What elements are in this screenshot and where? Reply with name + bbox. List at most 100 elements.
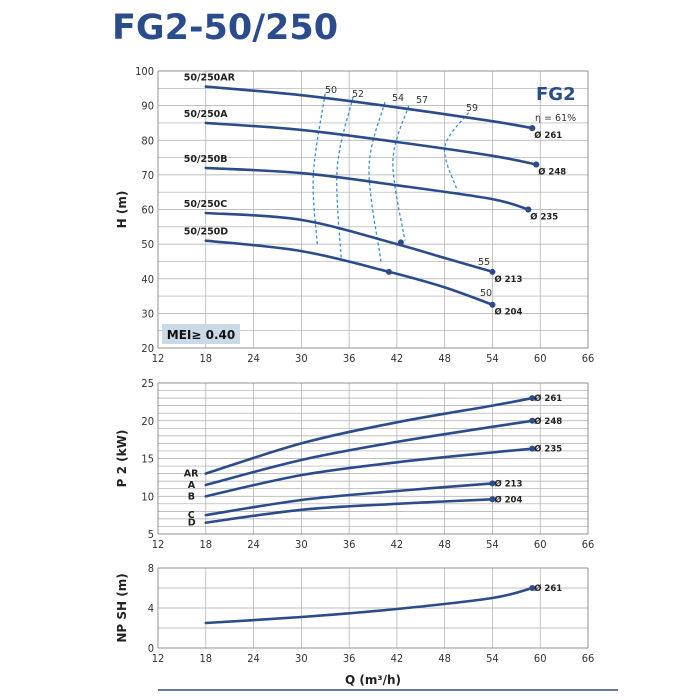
mei-badge-bg (162, 324, 240, 344)
x-tick-label: 24 (247, 538, 260, 551)
series-label: 50/250B (184, 154, 228, 165)
efficiency-label: η = 61% (535, 113, 576, 124)
x-tick-label: 42 (391, 352, 404, 365)
curve-end-marker (529, 417, 536, 424)
x-tick-label: 30 (295, 538, 308, 551)
diameter-label: Ø 235 (530, 212, 558, 223)
x-tick-label: 18 (199, 652, 212, 665)
y-tick-label: 70 (141, 169, 154, 182)
x-tick-label: 12 (152, 652, 165, 665)
y-tick-label: 100 (135, 65, 154, 78)
x-tick-label: 30 (295, 352, 308, 365)
series-label: 50/250AR (184, 73, 236, 84)
operating-point-marker (397, 239, 404, 246)
efficiency-label: 57 (416, 95, 428, 106)
x-tick-label: 12 (152, 352, 165, 365)
y-tick-label: 20 (141, 415, 154, 428)
series-curve (204, 498, 494, 524)
y-tick-label: 30 (141, 307, 154, 320)
x-tick-label: 12 (152, 538, 165, 551)
y-axis-label: P 2 (kW) (115, 430, 129, 488)
series-label: 50/250C (184, 199, 228, 210)
series-curve (204, 396, 534, 475)
curve-end-marker (529, 585, 536, 591)
series-curve (204, 85, 534, 130)
series-label: AR (184, 469, 199, 480)
series-curve (204, 419, 534, 487)
plot-frame (157, 567, 589, 649)
x-tick-label: 60 (534, 538, 547, 551)
y-axis-label: H (m) (115, 191, 129, 229)
x-tick-label: 60 (534, 352, 547, 365)
efficiency-label: 50 (325, 85, 337, 96)
series-curve (204, 211, 494, 274)
diameter-label: Ø 261 (534, 130, 562, 141)
x-tick-label: 66 (582, 652, 595, 665)
x-tick-label: 54 (486, 538, 499, 551)
x-tick-label: 36 (343, 652, 356, 665)
x-tick-label: 60 (534, 652, 547, 665)
diameter-label: Ø 261 (534, 393, 562, 404)
operating-point-marker (529, 125, 536, 132)
y-tick-label: 60 (141, 204, 154, 217)
efficiency-label: 50 (480, 288, 492, 299)
diameter-label: Ø 204 (494, 307, 522, 318)
x-tick-label: 66 (582, 352, 595, 365)
series-label: A (188, 480, 196, 491)
x-tick-label: 36 (343, 352, 356, 365)
y-tick-label: 10 (141, 490, 154, 503)
curve-end-marker (529, 445, 536, 452)
plot-frame (157, 70, 589, 349)
series-curve (204, 482, 494, 517)
y-tick-label: 25 (141, 377, 154, 390)
x-tick-label: 48 (438, 352, 451, 365)
efficiency-label: 55 (478, 257, 490, 268)
x-tick-label: 48 (438, 538, 451, 551)
y-tick-label: 15 (141, 453, 154, 466)
y-tick-label: 0 (148, 642, 154, 655)
diameter-label: Ø 248 (538, 166, 566, 177)
series-label: D (188, 518, 196, 529)
series-label: 50/250D (184, 227, 229, 238)
diameter-label: Ø 261 (534, 583, 562, 594)
y-tick-label: 90 (141, 100, 154, 113)
diameter-label: Ø 248 (534, 416, 562, 427)
diameter-label: Ø 213 (494, 478, 522, 489)
curve-end-marker (489, 268, 496, 275)
efficiency-label: 59 (466, 103, 478, 114)
y-tick-label: 4 (148, 602, 154, 615)
page-title: FG2-50/250 (112, 8, 339, 48)
series-label: 50/250A (184, 109, 229, 120)
series-label: B (188, 491, 195, 502)
curve-end-marker (529, 395, 536, 402)
plot-frame (157, 382, 589, 535)
series-family-label: FG2 (536, 84, 576, 105)
y-tick-label: 80 (141, 134, 154, 147)
x-tick-label: 42 (391, 652, 404, 665)
diameter-label: Ø 213 (494, 274, 522, 285)
operating-point-marker (525, 206, 532, 213)
series-curve (204, 166, 530, 211)
x-tick-label: 24 (247, 352, 260, 365)
x-tick-label: 30 (295, 652, 308, 665)
x-tick-label: 18 (199, 352, 212, 365)
diameter-label: Ø 204 (494, 494, 522, 505)
efficiency-label: 52 (352, 89, 364, 100)
efficiency-contour (392, 105, 410, 241)
x-tick-label: 42 (391, 538, 404, 551)
x-tick-label: 54 (486, 352, 499, 365)
operating-point-marker (385, 268, 392, 275)
x-tick-label: 66 (582, 538, 595, 551)
curve-end-marker (489, 301, 496, 308)
y-tick-label: 50 (141, 238, 154, 251)
efficiency-contour (336, 96, 354, 259)
x-tick-label: 24 (247, 652, 260, 665)
y-tick-label: 20 (141, 342, 154, 355)
series-curve (204, 586, 534, 625)
x-tick-label: 54 (486, 652, 499, 665)
y-axis-label: NP SH (m) (115, 573, 129, 642)
x-tick-label: 18 (199, 538, 212, 551)
series-curve (204, 239, 494, 306)
mei-badge-label: MEI≥ 0.40 (167, 328, 235, 342)
